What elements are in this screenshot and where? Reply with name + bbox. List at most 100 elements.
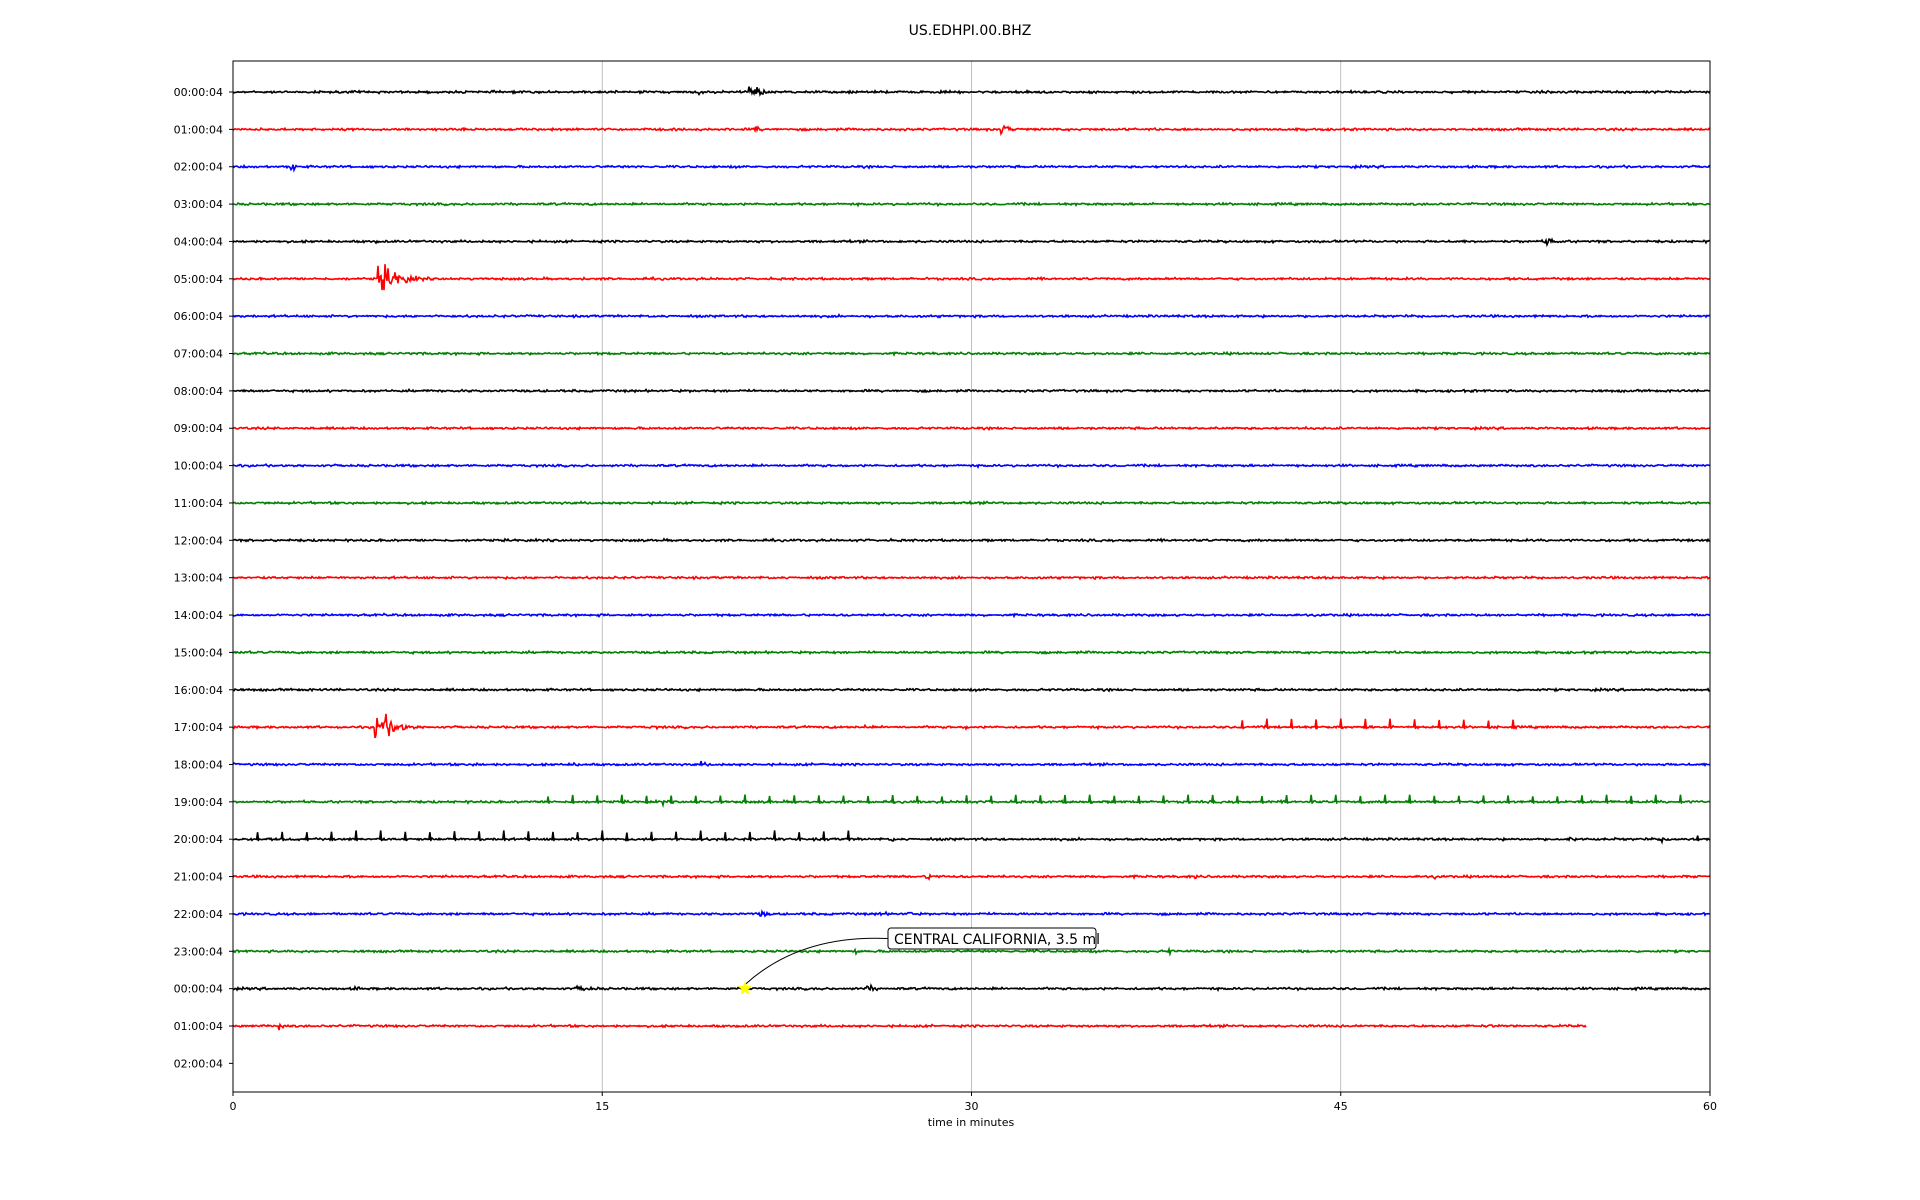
spike-mark bbox=[1260, 795, 1264, 804]
trace-row-18 bbox=[232, 760, 1711, 768]
spike-mark bbox=[698, 830, 703, 842]
plot-frame bbox=[232, 60, 1711, 1093]
trace-row-22 bbox=[232, 909, 1711, 918]
spike-mark bbox=[1457, 795, 1461, 804]
row-label: 02:00:04 bbox=[174, 1057, 223, 1070]
row-label: 20:00:04 bbox=[174, 833, 223, 846]
spike-mark bbox=[1531, 796, 1535, 804]
trace-row-10 bbox=[232, 462, 1711, 469]
annotation-label: CENTRAL CALIFORNIA, 3.5 ml bbox=[894, 932, 1100, 948]
spike-mark bbox=[1604, 794, 1609, 804]
spike-mark bbox=[743, 794, 747, 804]
spike-mark bbox=[718, 795, 723, 804]
spike-mark bbox=[822, 831, 826, 842]
event-star-marker bbox=[737, 980, 753, 995]
trace-row-6 bbox=[232, 313, 1711, 319]
spike-mark bbox=[600, 830, 605, 842]
spike-mark bbox=[1014, 794, 1018, 804]
spike-mark bbox=[546, 796, 550, 804]
trace-row-16 bbox=[232, 686, 1711, 693]
annotation-connector bbox=[744, 937, 889, 985]
trace-row-19 bbox=[232, 798, 1711, 809]
spike-mark bbox=[1309, 794, 1313, 804]
x-axis-label: time in minutes bbox=[928, 1116, 1015, 1129]
spike-mark bbox=[964, 795, 969, 804]
trace-row-4 bbox=[232, 237, 1711, 248]
spike-mark bbox=[674, 831, 678, 842]
row-label: 00:00:04 bbox=[174, 983, 223, 996]
row-label: 03:00:04 bbox=[174, 198, 223, 211]
row-label: 12:00:04 bbox=[174, 534, 223, 547]
spike-mark bbox=[428, 832, 432, 842]
row-label: 19:00:04 bbox=[174, 796, 223, 809]
spike-mark bbox=[255, 832, 260, 842]
row-label: 18:00:04 bbox=[174, 758, 223, 771]
trace-layer bbox=[232, 86, 1711, 1031]
spike-mark bbox=[329, 831, 334, 842]
trace-row-5 bbox=[232, 264, 1711, 291]
trace-row-24 bbox=[232, 983, 1711, 993]
row-label: 04:00:04 bbox=[174, 235, 223, 248]
spike-mark bbox=[1358, 795, 1363, 804]
spike-mark bbox=[1210, 794, 1215, 804]
spike-mark bbox=[354, 830, 358, 842]
spike-mark bbox=[841, 795, 846, 804]
spike-mark bbox=[1412, 719, 1417, 730]
row-label: 11:00:04 bbox=[174, 497, 223, 510]
spike-mark bbox=[644, 795, 649, 804]
spike-mark bbox=[625, 832, 629, 842]
spike-mark bbox=[748, 831, 752, 842]
spike-mark bbox=[1678, 794, 1683, 804]
spike-mark bbox=[694, 795, 698, 804]
row-label: 01:00:04 bbox=[174, 1020, 223, 1033]
spike-mark bbox=[792, 795, 797, 804]
spike-mark bbox=[280, 831, 284, 842]
spike-mark bbox=[1580, 795, 1584, 804]
trace-row-3 bbox=[232, 201, 1711, 208]
x-axis-ticks: 0 15 30 45 60 bbox=[230, 1092, 1717, 1113]
trace-row-25 bbox=[232, 1022, 1587, 1031]
row-label: 09:00:04 bbox=[174, 422, 223, 435]
row-label: 14:00:04 bbox=[174, 609, 223, 622]
trace-row-9 bbox=[232, 425, 1711, 432]
spike-mark bbox=[1265, 718, 1269, 730]
spike-mark bbox=[1506, 795, 1510, 804]
spike-mark bbox=[846, 830, 851, 842]
row-label: 02:00:04 bbox=[174, 161, 223, 174]
spike-mark bbox=[378, 830, 383, 842]
row-label: 00:00:04 bbox=[174, 86, 223, 99]
row-label: 13:00:04 bbox=[174, 572, 223, 585]
spike-mark bbox=[649, 831, 654, 842]
spike-mark bbox=[772, 830, 777, 842]
chart-title: US.EDHPI.00.BHZ bbox=[909, 23, 1032, 39]
spike-mark bbox=[1437, 719, 1441, 730]
spike-mark bbox=[620, 794, 624, 804]
spike-mark bbox=[1481, 795, 1486, 804]
x-tick-label: 0 bbox=[230, 1100, 237, 1113]
annotation-box bbox=[887, 927, 1097, 950]
spike-mark bbox=[1063, 794, 1067, 804]
spike-mark bbox=[1235, 795, 1240, 804]
spike-mark bbox=[1629, 795, 1633, 804]
spike-mark bbox=[1654, 794, 1658, 804]
row-label: 07:00:04 bbox=[174, 348, 223, 361]
spike-mark bbox=[1555, 796, 1560, 804]
spike-mark bbox=[1240, 720, 1245, 730]
spike-mark bbox=[915, 795, 920, 804]
spike-mark bbox=[866, 795, 870, 804]
spike-mark bbox=[669, 795, 673, 804]
spike-mark bbox=[526, 831, 531, 842]
spike-mark bbox=[403, 831, 408, 842]
trace-row-12 bbox=[233, 537, 1711, 544]
trace-row-2 bbox=[232, 163, 1711, 173]
spike-mark bbox=[1161, 795, 1166, 804]
spike-mark bbox=[1038, 795, 1043, 804]
trace-row-14 bbox=[232, 612, 1711, 619]
spike-mark bbox=[1289, 718, 1294, 730]
row-label: 16:00:04 bbox=[174, 684, 223, 697]
spike-mark bbox=[1407, 794, 1412, 804]
trace-row-0 bbox=[232, 86, 1711, 98]
spike-mark bbox=[305, 832, 309, 842]
x-tick-label: 60 bbox=[1703, 1100, 1717, 1113]
